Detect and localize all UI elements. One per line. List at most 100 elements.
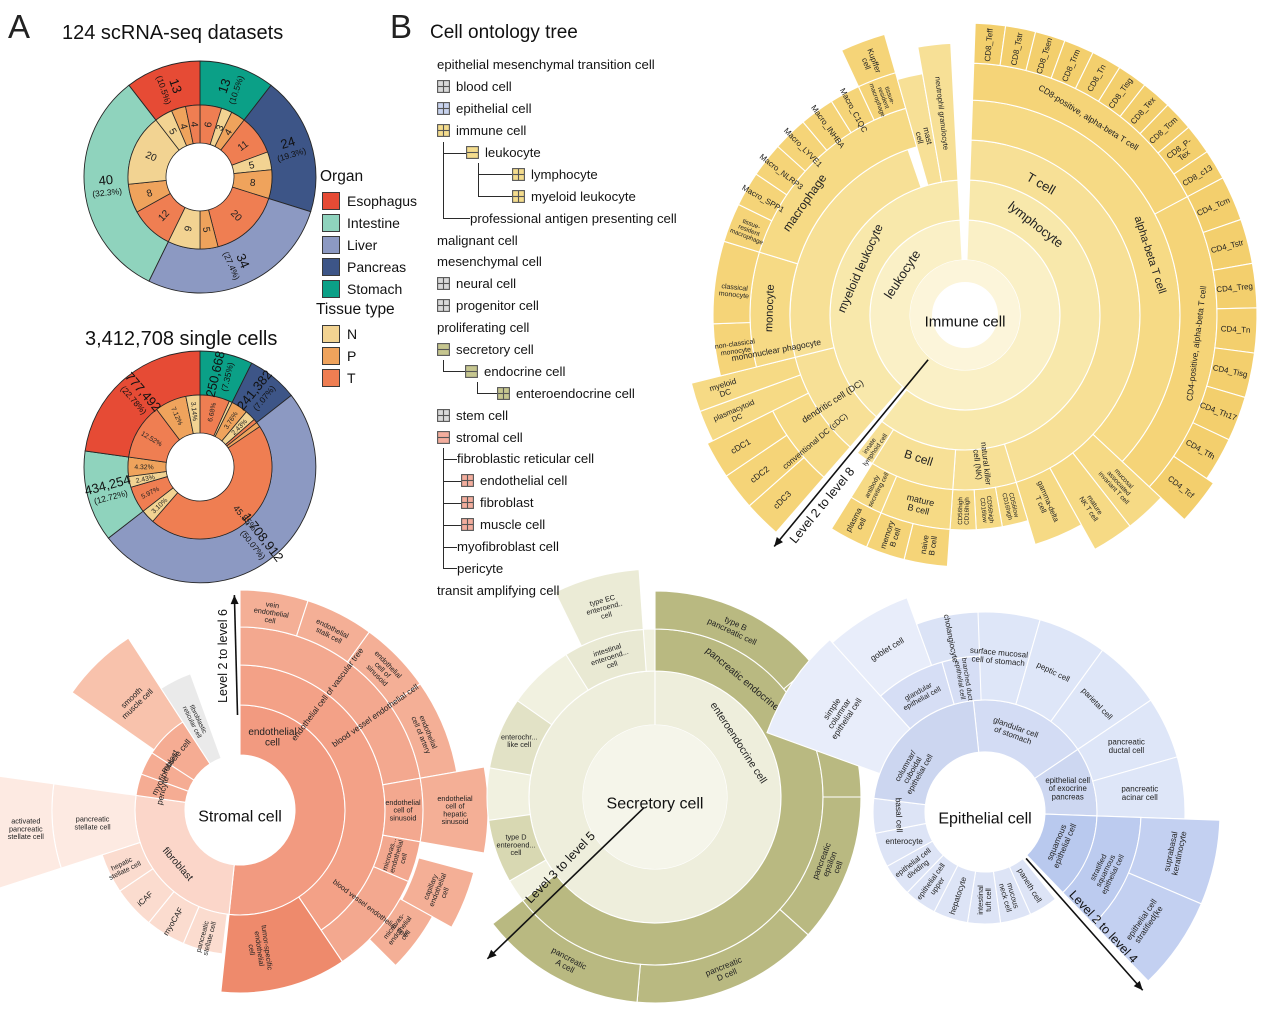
donut-inner-label: 3.14%	[189, 401, 198, 421]
tree-item-malignant-cell: malignant cell	[437, 229, 727, 251]
legend-swatch-icon	[322, 258, 340, 276]
donut-inner-label: 5	[166, 127, 179, 138]
donut-inner-label: 8	[249, 178, 256, 190]
donut-inner-label: 4	[223, 127, 236, 138]
tree-item-label: neural cell	[456, 276, 517, 292]
tree-connector-line	[443, 207, 444, 219]
tree-connector-line	[443, 218, 470, 220]
expand-grid-icon	[437, 408, 450, 422]
sunburst-label-epithelial-cell-of-exocrine-pancreas: epithelial cell of exocrine pancreas	[1045, 776, 1090, 802]
sunburst-label-endothelial-cell: endothelial cell	[248, 727, 296, 749]
cells-donut-title: 3,412,708 single cells	[85, 328, 278, 350]
expand-grid-icon	[437, 124, 450, 138]
cells-donut: 250,668(7.35%)241,382(7.07%)1,708,912(50…	[83, 349, 317, 584]
tree-item-label: secretory cell	[456, 342, 534, 358]
expand-grid-icon	[512, 167, 525, 181]
organ-legend-item-intestine: Intestine	[322, 212, 417, 234]
sunburst-root-label-stromal: Stromal cell	[198, 809, 282, 826]
tree-item-label: epithelial cell	[456, 101, 532, 117]
tree-item-blood-cell: blood cell	[437, 76, 727, 98]
sunburst-segment-plasma-cell	[830, 496, 882, 548]
tree-item-label: immune cell	[456, 123, 527, 139]
donut-inner-segment	[185, 394, 201, 435]
datasets-donut: 13(10.5%)24(19.3%)34(27.4%)40(32.3%)13(1…	[83, 60, 317, 294]
legend-swatch-icon	[322, 236, 340, 254]
legend-item-label: N	[347, 326, 358, 342]
tree-connector-line	[443, 163, 444, 186]
sunburst-center-secretory	[583, 725, 727, 869]
expand-grid-icon	[437, 80, 450, 94]
tree-item-proliferating-cell: proliferating cell	[437, 317, 727, 339]
sunburst-root-label-immune: Immune cell	[925, 313, 1006, 330]
tree-item-fibroblast: fibroblast	[437, 491, 727, 514]
sunburst-label-basal-cell: basal cell	[894, 798, 905, 833]
donut-inner-label: 4	[188, 121, 200, 128]
sunburst-label-mature-b-cell: matureB cell	[904, 492, 936, 518]
tree-item-epithelial-mesenchymal-transition-cell: epithelial mesenchymal transition cell	[437, 54, 727, 76]
tree-item-label: endocrine cell	[484, 363, 566, 379]
donut-inner-label: 4.32%	[134, 464, 153, 471]
tissue-legend-item-n: N	[322, 323, 357, 345]
sunburst-label-cd8-teff: CD8_Teff	[983, 27, 995, 62]
collapse-grid-icon	[437, 430, 450, 444]
sunburst-label-classical-monocyte: classicalmonocyte	[718, 283, 750, 301]
expand-grid-icon	[437, 277, 450, 291]
sunburst-core-immune	[932, 282, 998, 348]
sunburst-segment-cholangiocyte	[915, 611, 981, 667]
legend-swatch-icon	[322, 280, 340, 298]
legend-swatch-icon	[322, 369, 340, 387]
sunburst-label-cd4-treg: CD4_Treg	[1216, 282, 1253, 295]
sunburst-label-activated-pancreatic-stellate-cell: activated pancreatic stellate cell	[8, 817, 44, 841]
sunburst-label-enterochr-like-cell: enterochr... like cell	[501, 732, 538, 749]
tree-connector-line	[478, 185, 479, 197]
tree-connector-line	[443, 546, 457, 548]
sunburst-label-cd56high-cd16low: CD56highCD16low	[978, 495, 995, 524]
tree-connector-line	[478, 196, 512, 198]
donut-outer-label-stomach: 13(10.5%)	[212, 69, 245, 105]
level-axis-arrow	[486, 806, 645, 960]
expand-grid-icon	[497, 386, 510, 400]
sunburst-label-monocyte: monocyte	[763, 284, 777, 332]
tree-item-label: transit amplifying cell	[437, 582, 560, 598]
cell-ontology-tree-title: Cell ontology tree	[430, 22, 578, 43]
tree-item-immune-cell: immune cell	[437, 120, 727, 142]
donut-inner-label: 4	[177, 122, 189, 131]
tree-item-label: fibroblast	[480, 495, 534, 511]
tree-item-neural-cell: neural cell	[437, 273, 727, 295]
organ-legend-item-liver: Liver	[322, 234, 417, 256]
tree-item-muscle-cell: muscle cell	[437, 513, 727, 536]
legend-item-label: Stomach	[347, 281, 403, 297]
sunburst-segment-enterochr-like-cell	[488, 699, 553, 776]
donut-inner-label: 9	[183, 224, 195, 232]
tree-item-myeloid-leukocyte: myeloid leukocyte	[437, 185, 727, 208]
tree-item-label: mesenchymal cell	[437, 254, 542, 270]
tree-item-label: proliferating cell	[437, 320, 530, 336]
sunburst-label-intestinal-tuft-cell: intestinaltuft cell	[976, 885, 993, 915]
sunburst-segment-pancreatic-a-cell	[491, 899, 641, 1003]
legend-item-label: Esophagus	[347, 193, 418, 209]
sunburst-label-cd56high-cd16high: CD56highCD16high	[957, 497, 971, 525]
sunburst-root-label-secretory: Secretory cell	[607, 796, 704, 813]
arrowhead-icon	[487, 949, 497, 959]
sunburst-label-cd4-tn: CD4_Tn	[1220, 324, 1250, 335]
arrowhead-icon	[230, 595, 239, 605]
donut-inner-label: 3	[214, 123, 226, 133]
tree-item-endothelial-cell: endothelial cell	[437, 469, 727, 492]
collapse-grid-icon	[437, 343, 450, 356]
tree-item-epithelial-cell: epithelial cell	[437, 98, 727, 120]
organ-legend: Esophagus Intestine Liver Pancreas Stomach	[322, 190, 417, 300]
tree-connector-line	[443, 185, 444, 208]
legend-swatch-icon	[322, 325, 340, 343]
tree-item-label: fibroblastic reticular cell	[457, 451, 595, 467]
level-axis-arrow	[233, 595, 239, 716]
tree-item-label: blood cell	[456, 79, 512, 95]
panel-b-label: B	[390, 8, 413, 45]
tree-item-label: epithelial mesenchymal transition cell	[437, 57, 655, 73]
